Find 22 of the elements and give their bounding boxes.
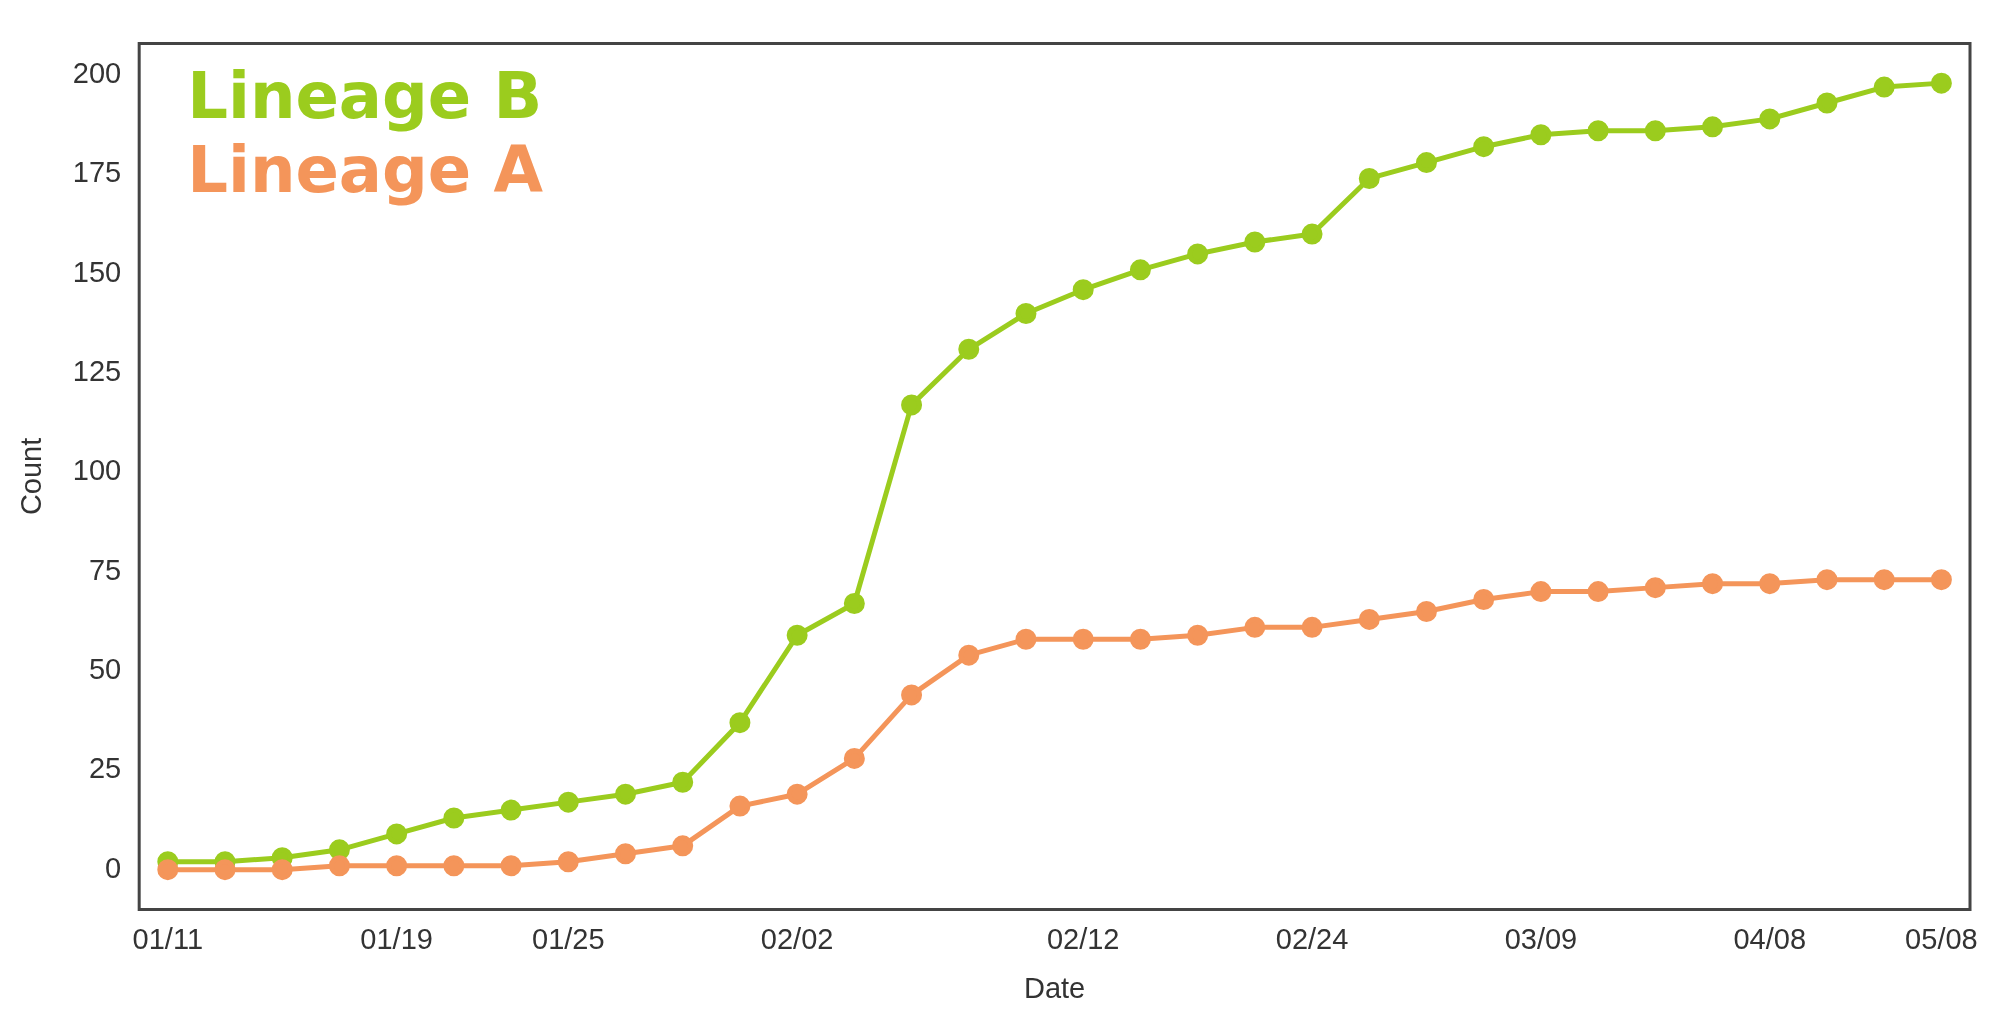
y-tick-label: 200 [72, 57, 122, 90]
x-tick-label: 01/11 [132, 922, 203, 955]
y-tick-label: 75 [88, 553, 122, 586]
y-tick-label: 50 [88, 653, 122, 686]
x-tick-label: 05/08 [1905, 922, 1978, 955]
y-tick-label: 175 [72, 156, 122, 189]
y-tick-label: 125 [72, 355, 122, 388]
y-tick-label: 150 [72, 255, 122, 288]
text: Lineage A [187, 133, 544, 208]
y-axis-title: Count [15, 437, 48, 516]
x-tick-label: 01/25 [532, 922, 605, 955]
y-tick-label: 100 [72, 454, 122, 487]
x-tick-label: 04/08 [1733, 922, 1807, 955]
x-tick-label: 02/02 [760, 922, 834, 955]
x-tick-label: 01/19 [360, 922, 433, 955]
x-tick-label: 03/09 [1504, 922, 1578, 955]
y-tick-label: 25 [88, 752, 122, 785]
x-tick-label: 02/12 [1046, 922, 1120, 955]
x-axis-title: Date [1023, 971, 1086, 1004]
y-tick-label: 0 [105, 851, 122, 884]
text: Lineage B [187, 59, 543, 134]
x-tick-label: 02/24 [1275, 922, 1349, 955]
